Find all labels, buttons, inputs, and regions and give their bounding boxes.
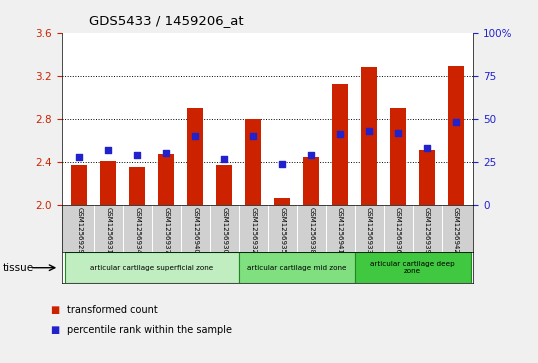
Bar <box>187 108 203 205</box>
Text: GSM1256930: GSM1256930 <box>221 207 227 254</box>
Bar <box>100 161 116 205</box>
Bar <box>239 252 355 283</box>
Text: GSM1256934: GSM1256934 <box>134 207 140 254</box>
Bar <box>361 67 377 205</box>
Point <box>452 119 461 125</box>
Text: GSM1256936: GSM1256936 <box>395 207 401 254</box>
Text: GSM1256931: GSM1256931 <box>105 207 111 254</box>
Point <box>104 147 112 153</box>
Point <box>162 150 171 156</box>
Text: articular cartilage superficial zone: articular cartilage superficial zone <box>90 265 214 271</box>
Text: GSM1256935: GSM1256935 <box>279 207 285 254</box>
Bar <box>216 165 232 205</box>
Point <box>249 133 258 139</box>
Bar <box>72 165 87 205</box>
Bar <box>245 119 261 205</box>
Text: GSM1256938: GSM1256938 <box>308 207 314 254</box>
Point <box>191 133 200 139</box>
Point <box>336 131 344 137</box>
Bar <box>448 66 464 205</box>
Bar <box>303 156 319 205</box>
Text: transformed count: transformed count <box>67 305 158 315</box>
Text: GSM1256942: GSM1256942 <box>453 207 459 254</box>
Text: percentile rank within the sample: percentile rank within the sample <box>67 325 232 335</box>
Text: GSM1256932: GSM1256932 <box>250 207 256 254</box>
Point <box>220 156 229 162</box>
Text: tissue: tissue <box>3 263 34 273</box>
Point <box>423 145 431 151</box>
Text: GSM1256929: GSM1256929 <box>76 207 82 254</box>
Text: GSM1256941: GSM1256941 <box>337 207 343 254</box>
Text: GDS5433 / 1459206_at: GDS5433 / 1459206_at <box>89 15 243 28</box>
Point <box>75 154 83 160</box>
Text: ■: ■ <box>50 305 59 315</box>
Point <box>133 152 141 158</box>
Bar <box>419 150 435 205</box>
Bar <box>274 197 290 205</box>
Text: articular cartilage mid zone: articular cartilage mid zone <box>247 265 346 271</box>
Text: GSM1256933: GSM1256933 <box>366 207 372 254</box>
Point <box>365 128 373 134</box>
Bar <box>355 252 471 283</box>
Bar <box>129 167 145 205</box>
Point <box>394 130 402 136</box>
Point <box>307 152 315 158</box>
Bar <box>158 154 174 205</box>
Text: ■: ■ <box>50 325 59 335</box>
Bar <box>65 252 239 283</box>
Text: GSM1256937: GSM1256937 <box>163 207 169 254</box>
Text: GSM1256939: GSM1256939 <box>424 207 430 254</box>
Text: GSM1256940: GSM1256940 <box>192 207 198 254</box>
Point <box>278 161 286 167</box>
Bar <box>332 85 348 205</box>
Bar <box>390 108 406 205</box>
Text: articular cartilage deep
zone: articular cartilage deep zone <box>370 261 455 274</box>
